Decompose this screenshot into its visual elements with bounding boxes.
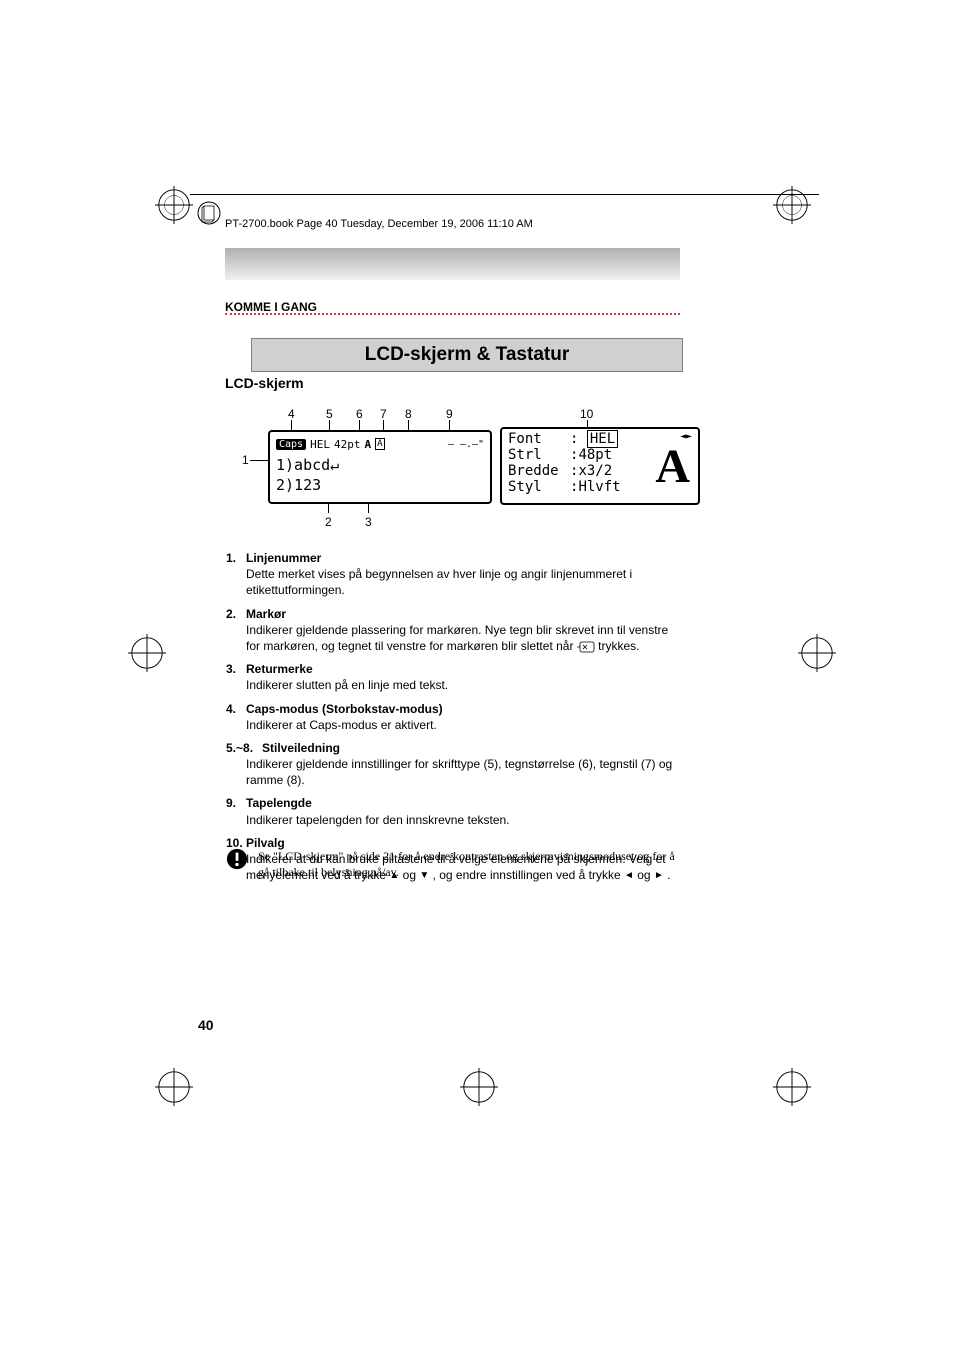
list-item: 4.Caps-modus (Storbokstav-modus) Indiker…	[226, 701, 681, 733]
item-num: 3.	[226, 661, 246, 677]
font-indicator: HEL	[310, 438, 330, 451]
item-num: 5.~8.	[226, 740, 262, 756]
list-item: 1.Linjenummer Dette merket vises på begy…	[226, 550, 681, 599]
definition-list: 1.Linjenummer Dette merket vises på begy…	[226, 550, 681, 890]
callout-8: 8	[405, 407, 412, 421]
lcd-row-value: HEL	[587, 430, 618, 448]
callout-7: 7	[380, 407, 387, 421]
callout-10: 10	[580, 407, 593, 421]
lcd-row-value: Hlvft	[578, 479, 620, 495]
lcd-row-label: Bredde	[508, 463, 570, 479]
section-header: KOMME I GANG	[225, 300, 317, 314]
item-body: Indikerer tapelengden for den innskrevne…	[246, 812, 681, 828]
note-text: Se "LCD-skjerm" på side 21 for å endre k…	[258, 848, 681, 880]
lcd-row-label: Strl	[508, 447, 570, 463]
lcd-row-value: 48pt	[578, 447, 612, 463]
callout-6: 6	[356, 407, 363, 421]
list-item: 2.Markør Indikerer gjeldende plassering …	[226, 606, 681, 655]
list-item: 9.Tapelengde Indikerer tapelengden for d…	[226, 795, 681, 827]
style-indicator: A	[364, 438, 371, 451]
lcd-row-value: x3/2	[578, 463, 612, 479]
callout-3: 3	[365, 515, 372, 529]
header-rule	[190, 194, 819, 195]
item-title: Tapelengde	[246, 796, 312, 810]
page-icon	[196, 200, 222, 226]
callout-4: 4	[288, 407, 295, 421]
reg-mark-ml	[128, 634, 166, 672]
list-item: 3.Returmerke Indikerer slutten på en lin…	[226, 661, 681, 693]
callout-line	[250, 460, 270, 461]
size-indicator: 42pt	[334, 438, 361, 451]
lcd-display-left: Caps HEL 42pt A A – –.–" 1)abcd↵ 2)123	[268, 430, 492, 504]
lcd-line-2: 2)123	[276, 476, 321, 494]
lcd-row-label: Styl	[508, 479, 570, 495]
item-body: Dette merket vises på begynnelsen av hve…	[246, 566, 681, 598]
item-body: Indikerer gjeldende plassering for markø…	[246, 622, 681, 654]
callout-5: 5	[326, 407, 333, 421]
item-body: Indikerer slutten på en linje med tekst.	[246, 677, 681, 693]
warning-icon	[226, 848, 248, 870]
subtitle: LCD-skjerm	[225, 375, 304, 391]
preview-glyph: A	[655, 439, 690, 494]
callout-2: 2	[325, 515, 332, 529]
dotted-rule	[225, 313, 680, 315]
reg-mark-tr	[773, 186, 811, 224]
lcd-display-right: Font: HEL◄► Strl: 48pt Bredde: x3/2 Styl…	[500, 427, 700, 505]
callout-9: 9	[446, 407, 453, 421]
page-title: LCD-skjerm & Tastatur	[251, 338, 683, 372]
reg-mark-mr	[798, 634, 836, 672]
item-body: Indikerer at Caps-modus er aktivert.	[246, 717, 681, 733]
caps-indicator: Caps	[276, 439, 306, 450]
item-title: Stilveiledning	[262, 741, 340, 755]
backspace-key-icon	[577, 641, 595, 653]
item-num: 4.	[226, 701, 246, 717]
reg-mark-br	[773, 1068, 811, 1106]
frame-indicator: A	[375, 438, 384, 450]
page-number: 40	[198, 1017, 214, 1033]
item-num: 2.	[226, 606, 246, 622]
item-num: 1.	[226, 550, 246, 566]
lcd-line-1: 1)abcd↵	[276, 456, 339, 474]
tape-indicator: – –.–"	[448, 439, 484, 450]
item-title: Markør	[246, 607, 286, 621]
item-num: 9.	[226, 795, 246, 811]
reg-mark-bc	[460, 1068, 498, 1106]
header-gradient	[225, 248, 680, 280]
item-title: Caps-modus (Storbokstav-modus)	[246, 702, 443, 716]
figure: 4 5 6 7 8 9 10 1 2 3 Caps HEL 42pt A A –…	[240, 405, 710, 535]
item-body: Indikerer gjeldende innstillinger for sk…	[246, 756, 681, 788]
reg-mark-bl	[155, 1068, 193, 1106]
note-box: Se "LCD-skjerm" på side 21 for å endre k…	[226, 848, 681, 880]
item-title: Returmerke	[246, 662, 313, 676]
lcd-row-label: Font	[508, 431, 570, 447]
callout-1: 1	[242, 453, 249, 467]
item-title: Linjenummer	[246, 551, 321, 565]
list-item: 5.~8.Stilveiledning Indikerer gjeldende …	[226, 740, 681, 789]
reg-mark-tl	[155, 186, 193, 224]
page-header-text: PT-2700.book Page 40 Tuesday, December 1…	[225, 218, 533, 230]
